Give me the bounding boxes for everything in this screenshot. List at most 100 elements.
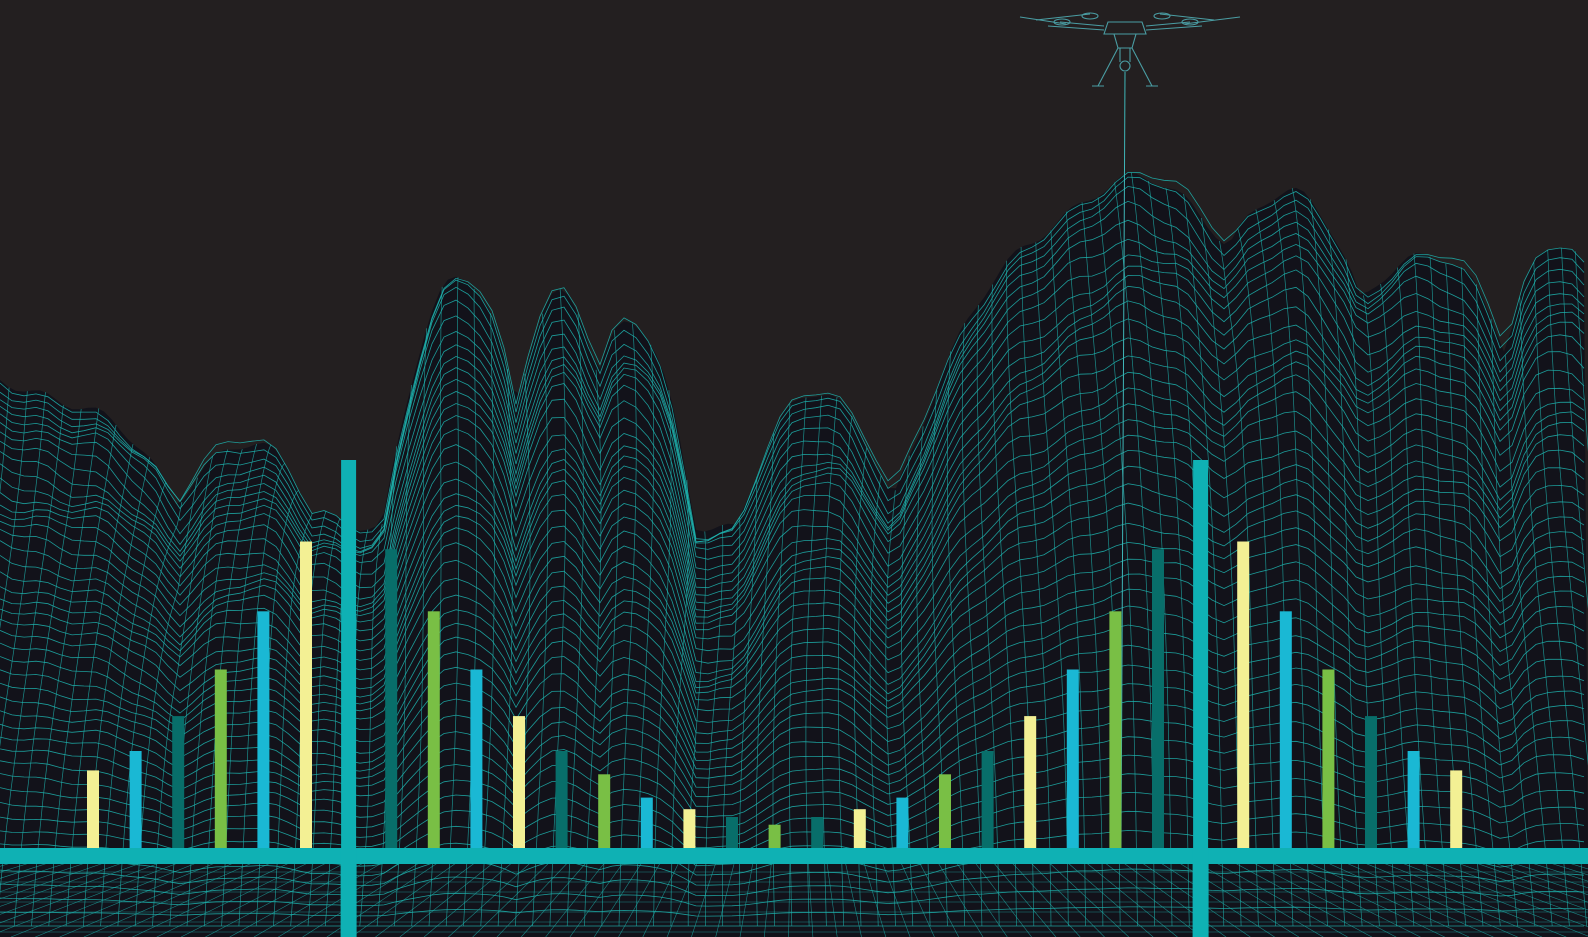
floor-grid-line (618, 855, 665, 937)
terrain-meridian (1183, 193, 1225, 927)
drone-frame-part (1119, 48, 1131, 62)
floor-grid-line (1419, 855, 1588, 919)
terrain-contour (0, 254, 1585, 571)
bar (1066, 669, 1079, 848)
bar (172, 716, 185, 848)
floor-grid-line (1185, 855, 1324, 937)
bar (1322, 669, 1335, 848)
terrain-contour (0, 887, 1585, 907)
chart-axes (0, 848, 1588, 937)
terrain-meridian (0, 405, 64, 896)
drone-frame-part (1103, 21, 1147, 35)
terrain-meridian (755, 433, 774, 927)
terrain-meridian (584, 369, 602, 927)
floor-grid-line (1203, 855, 1348, 937)
terrain-contour (0, 285, 1585, 600)
floor-grid-line (715, 855, 737, 937)
bar (640, 797, 653, 848)
terrain-meridian (1397, 267, 1432, 927)
terrain-meridian (821, 396, 838, 927)
terrain-contour (0, 906, 1585, 917)
bar (1152, 549, 1164, 848)
terrain-meridian (0, 387, 10, 495)
floor-grid-line (0, 855, 197, 933)
bar (470, 669, 483, 848)
floor-grid-line (0, 855, 53, 873)
terrain-meridian (48, 424, 117, 927)
floor-grid-line (915, 855, 959, 937)
terrain-meridian (1413, 253, 1449, 927)
floor-grid-line (0, 855, 107, 892)
terrain-meridian (901, 455, 914, 927)
terrain-meridian (916, 426, 931, 927)
floor-grid-line (1257, 855, 1421, 937)
floor-grid-line (156, 855, 323, 937)
floor-grid-line (1167, 855, 1300, 937)
terrain-meridian (1547, 250, 1588, 766)
floor-grid-line (0, 855, 89, 886)
floor-grid-line (205, 855, 359, 937)
terrain-contour (0, 387, 1585, 642)
terrain-contour (0, 176, 1585, 543)
quadcopter-drone-icon (1019, 12, 1241, 87)
floor-grid-line (351, 855, 467, 937)
floor-grid-line (987, 855, 1057, 937)
floor-grid-line (0, 855, 71, 879)
terrain-meridian (1310, 199, 1346, 927)
drone-camera (1119, 60, 1131, 72)
floor-grid-line (375, 855, 485, 937)
drone-rotor (1081, 12, 1099, 20)
terrain-meridian (946, 351, 965, 927)
terrain-contour (0, 200, 1585, 553)
terrain-contour (0, 300, 1585, 608)
terrain-meridian (186, 448, 243, 927)
drone-frame-part (1019, 13, 1091, 25)
terrain-contour (0, 403, 1585, 652)
terrain-meridian (789, 397, 807, 927)
terrain-meridian (117, 502, 183, 927)
floor-grid-line (180, 855, 341, 937)
bar (257, 611, 270, 848)
terrain-meridian (837, 416, 853, 927)
floor-grid-line (472, 855, 557, 937)
floor-grid-line (951, 855, 1008, 937)
bar (981, 751, 994, 848)
terrain-meridian (1475, 284, 1518, 927)
floor-grid-line (10, 855, 215, 937)
floor-grid-line (1275, 855, 1445, 937)
bar (1193, 460, 1209, 848)
terrain-meridian (1380, 283, 1415, 927)
floor-grid-line (861, 855, 887, 937)
floor-grid-line (1131, 855, 1251, 937)
terrain-contour (0, 434, 1585, 675)
terrain-meridian (1505, 355, 1553, 927)
floor-grid-line (545, 855, 611, 937)
terrain-meridian (1533, 261, 1588, 927)
terrain-meridian (1445, 263, 1484, 927)
terrain-meridian (1237, 228, 1277, 927)
floor-grid-line (642, 855, 683, 937)
bar (1407, 751, 1420, 848)
x-axis-line (0, 848, 1588, 864)
bar (1237, 541, 1250, 848)
bar (896, 797, 909, 848)
terrain-contour (0, 868, 1585, 897)
terrain-meridian (0, 392, 46, 748)
terrain-meridian (203, 443, 257, 927)
floor-grid-line (1347, 855, 1543, 937)
bar (1450, 770, 1463, 848)
floor-grid-line (1437, 855, 1588, 911)
terrain-meridian (1291, 188, 1328, 927)
floor-grid-line (897, 855, 935, 937)
terrain-meridian (480, 313, 495, 927)
terrain-meridian (869, 475, 882, 927)
terrain-meridian (1050, 230, 1086, 927)
floor-grid-line (253, 855, 395, 937)
bar (1279, 611, 1292, 848)
floor-grid-line (879, 855, 911, 937)
floor-grid-line (1455, 855, 1588, 903)
floor-grid-line (1059, 855, 1154, 937)
terrain-meridian (653, 390, 672, 927)
floor-grid-line (1473, 855, 1588, 896)
